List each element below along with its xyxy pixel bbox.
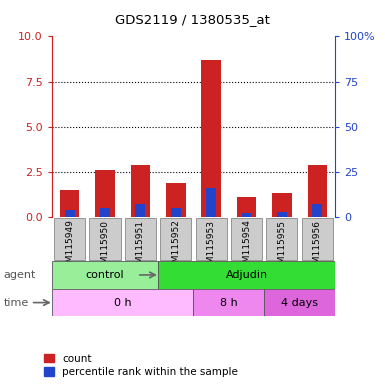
FancyBboxPatch shape <box>302 218 333 260</box>
Bar <box>131 165 150 217</box>
Bar <box>308 165 327 217</box>
Bar <box>206 188 216 217</box>
FancyBboxPatch shape <box>125 218 156 260</box>
Bar <box>95 170 115 217</box>
FancyBboxPatch shape <box>54 218 85 260</box>
Bar <box>166 183 186 217</box>
Text: GSM115951: GSM115951 <box>136 220 145 275</box>
Text: GSM115954: GSM115954 <box>242 220 251 275</box>
Text: 4 days: 4 days <box>281 298 318 308</box>
FancyBboxPatch shape <box>266 218 298 260</box>
Bar <box>136 204 146 217</box>
Text: GSM115953: GSM115953 <box>207 220 216 275</box>
Text: agent: agent <box>4 270 36 280</box>
Bar <box>237 197 256 217</box>
Text: 0 h: 0 h <box>114 298 132 308</box>
Bar <box>272 194 291 217</box>
Bar <box>277 212 287 217</box>
Text: time: time <box>4 298 29 308</box>
Legend: count, percentile rank within the sample: count, percentile rank within the sample <box>44 354 238 377</box>
Bar <box>312 204 322 217</box>
Text: GSM115949: GSM115949 <box>65 220 74 275</box>
Bar <box>201 60 221 217</box>
Text: control: control <box>86 270 124 280</box>
FancyBboxPatch shape <box>196 218 227 260</box>
Bar <box>52 289 193 316</box>
Bar <box>100 208 110 217</box>
Text: GSM115950: GSM115950 <box>100 220 110 275</box>
Bar <box>241 214 251 217</box>
Text: GSM115956: GSM115956 <box>313 220 322 275</box>
Bar <box>65 210 75 217</box>
Bar <box>60 190 79 217</box>
Bar <box>171 208 181 217</box>
FancyBboxPatch shape <box>160 218 191 260</box>
Text: GDS2119 / 1380535_at: GDS2119 / 1380535_at <box>115 13 270 26</box>
Bar <box>158 261 335 289</box>
Text: GSM115952: GSM115952 <box>171 220 180 275</box>
FancyBboxPatch shape <box>89 218 121 260</box>
Text: 8 h: 8 h <box>220 298 238 308</box>
Bar <box>264 289 335 316</box>
Text: Adjudin: Adjudin <box>226 270 268 280</box>
Text: GSM115955: GSM115955 <box>277 220 286 275</box>
Bar <box>52 261 158 289</box>
FancyBboxPatch shape <box>231 218 262 260</box>
Bar <box>193 289 264 316</box>
